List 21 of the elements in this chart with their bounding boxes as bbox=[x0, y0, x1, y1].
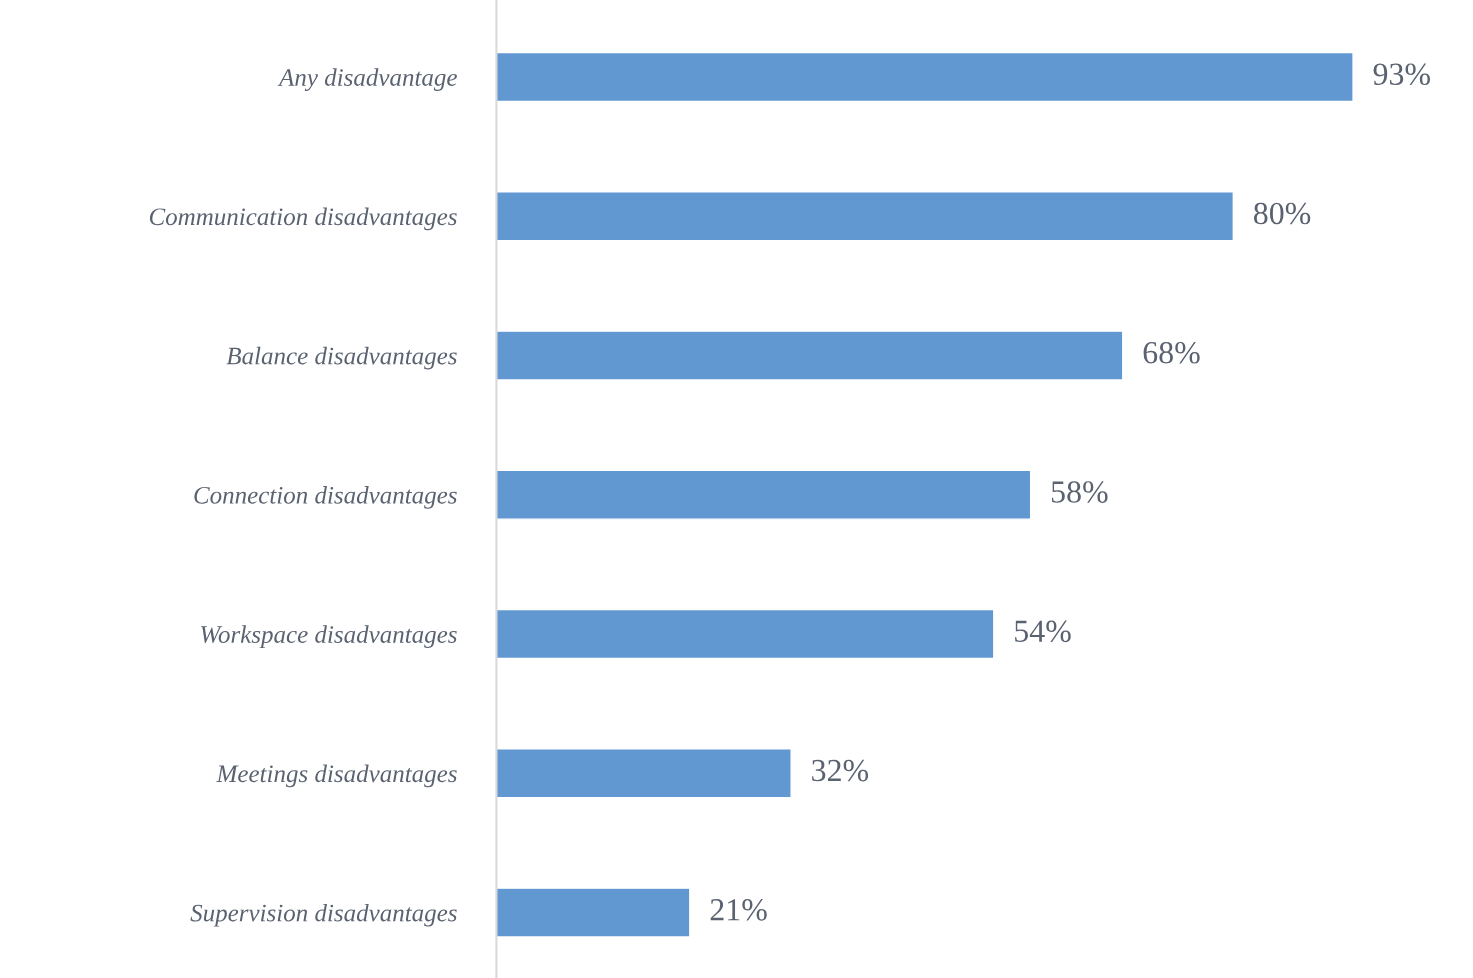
bar bbox=[496, 330, 1124, 381]
bar bbox=[496, 191, 1235, 242]
bar bbox=[496, 608, 995, 660]
data-label: 93% bbox=[1373, 63, 1430, 86]
y-tick-label: Balance disadvantages bbox=[226, 346, 457, 370]
data-label: 58% bbox=[1051, 481, 1108, 503]
bar bbox=[496, 887, 691, 938]
y-tick-label: Supervision disadvantages bbox=[190, 903, 457, 927]
bar bbox=[496, 748, 792, 799]
y-tick-label: Any disadvantage bbox=[277, 68, 457, 92]
data-label: 21% bbox=[710, 898, 767, 921]
data-label: 80% bbox=[1253, 202, 1311, 225]
y-tick-label: Workspace disadvantages bbox=[201, 625, 457, 649]
bar bbox=[496, 51, 1354, 103]
bar bbox=[496, 469, 1032, 520]
y-tick-label: Communication disadvantages bbox=[149, 207, 457, 231]
data-label: 32% bbox=[812, 759, 869, 782]
data-label: 68% bbox=[1143, 341, 1200, 364]
data-label: 54% bbox=[1015, 620, 1071, 643]
y-tick-label: Meetings disadvantages bbox=[216, 764, 457, 788]
y-tick-label: Connection disadvantages bbox=[194, 486, 457, 509]
